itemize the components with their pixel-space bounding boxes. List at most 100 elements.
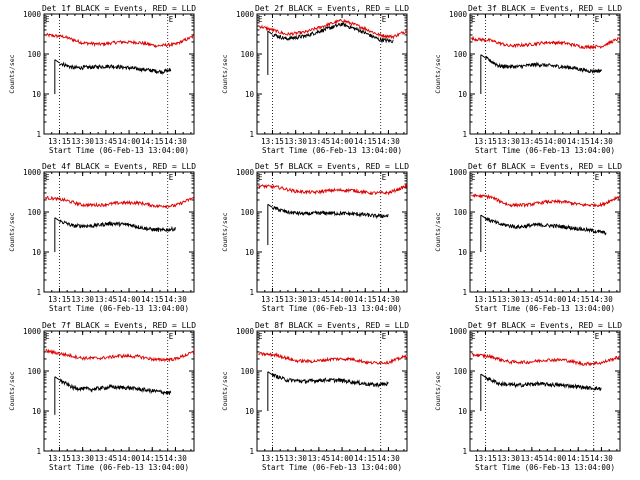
events-series-line [272, 206, 389, 220]
x-tick-label: 14:30 [164, 137, 187, 146]
y-tick-label: 100 [240, 50, 254, 59]
y-axis-label: Counts/sec [8, 54, 16, 93]
x-tick-label: 14:15 [354, 295, 377, 304]
y-axis-label: Counts/sec [434, 371, 442, 410]
y-tick-label: 100 [27, 208, 41, 217]
panel-title: Det 9f BLACK = Events, RED = LLD [468, 321, 622, 330]
x-tick-label: 14:00 [331, 137, 354, 146]
x-tick-label: 13:15 [474, 295, 497, 304]
x-tick-label: 14:00 [331, 454, 354, 463]
events-series-line [272, 22, 394, 44]
event-marker: E [595, 15, 600, 24]
lld-series-line [45, 348, 195, 363]
y-tick-label: 1000 [23, 10, 42, 19]
panel-4: Det 4f BLACK = Events, RED = LLD 1 10 100 10… [8, 162, 196, 313]
x-tick-label: 14:00 [118, 454, 141, 463]
x-tick-label: 14:00 [544, 137, 567, 146]
y-tick-label: 1000 [23, 327, 42, 336]
event-marker: E [169, 15, 174, 24]
x-tick-label: 14:00 [544, 295, 567, 304]
x-tick-label: 13:15 [48, 295, 71, 304]
x-tick-label: 13:45 [521, 454, 544, 463]
plot-frame [43, 171, 195, 293]
lld-series-line [258, 183, 408, 196]
x-tick-label: 13:15 [261, 137, 284, 146]
event-marker: E [471, 332, 476, 341]
y-axis-label: Counts/sec [221, 371, 229, 410]
event-marker: E [258, 15, 263, 24]
y-tick-label: 100 [453, 50, 467, 59]
y-tick-label: 1000 [449, 10, 468, 19]
y-tick-label: 100 [27, 367, 41, 376]
x-tick-label: 13:45 [521, 137, 544, 146]
events-spike [267, 371, 273, 376]
x-tick-label: 13:30 [497, 137, 520, 146]
x-tick-label: 13:45 [95, 137, 118, 146]
x-axis-label: Start Time (06-Feb-13 13:04:00) [262, 304, 402, 313]
lld-series-line [471, 35, 621, 50]
plot-frame [256, 330, 408, 452]
events-series-line [485, 55, 602, 74]
x-tick-label: 13:30 [284, 137, 307, 146]
x-tick-label: 13:15 [48, 454, 71, 463]
events-series-line [59, 219, 176, 233]
y-tick-label: 10 [458, 407, 468, 416]
y-tick-label: 1000 [23, 168, 42, 177]
y-tick-label: 1 [462, 130, 467, 139]
x-tick-label: 14:15 [354, 137, 377, 146]
events-spike [267, 203, 273, 208]
plot-frame [43, 330, 195, 452]
x-tick-label: 13:45 [521, 295, 544, 304]
x-tick-label: 13:45 [95, 454, 118, 463]
event-marker: E [382, 15, 387, 24]
panel-title: Det 5f BLACK = Events, RED = LLD [255, 162, 409, 171]
events-spike [480, 54, 486, 59]
y-axis-label: Counts/sec [8, 212, 16, 251]
x-tick-label: 13:30 [284, 454, 307, 463]
y-tick-label: 1 [462, 447, 467, 456]
y-tick-label: 100 [453, 208, 467, 217]
y-axis-label: Counts/sec [8, 371, 16, 410]
panel-5: Det 5f BLACK = Events, RED = LLD 1 10 100 10… [221, 162, 409, 313]
events-spike [480, 373, 486, 378]
x-tick-label: 13:45 [308, 454, 331, 463]
x-tick-label: 14:15 [141, 137, 164, 146]
lld-series-line [258, 18, 408, 40]
x-tick-label: 13:45 [308, 295, 331, 304]
panel-9: Det 9f BLACK = Events, RED = LLD 1 10 100 10… [434, 321, 622, 472]
events-series-line [485, 375, 602, 392]
x-axis-label: Start Time (06-Feb-13 13:04:00) [49, 304, 189, 313]
y-tick-label: 1 [462, 288, 467, 297]
x-tick-label: 13:30 [497, 295, 520, 304]
y-tick-label: 1 [249, 288, 254, 297]
y-tick-label: 1000 [236, 327, 255, 336]
x-axis-label: Start Time (06-Feb-13 13:04:00) [49, 146, 189, 155]
panel-8: Det 8f BLACK = Events, RED = LLD 1 10 100 10… [221, 321, 409, 472]
panel-2: Det 2f BLACK = Events, RED = LLD 1 10 100 10… [221, 4, 409, 155]
y-tick-label: 10 [458, 90, 468, 99]
x-tick-label: 14:30 [377, 137, 400, 146]
plot-frame [469, 330, 621, 452]
y-tick-label: 1000 [449, 327, 468, 336]
x-tick-label: 13:15 [48, 137, 71, 146]
y-tick-label: 1000 [236, 10, 255, 19]
event-marker: E [45, 173, 50, 182]
panel-7: Det 7f BLACK = Events, RED = LLD 1 10 100 10… [8, 321, 196, 472]
y-tick-label: 10 [32, 90, 42, 99]
x-tick-label: 14:30 [377, 295, 400, 304]
event-marker: E [169, 173, 174, 182]
x-tick-label: 13:30 [71, 454, 94, 463]
x-tick-label: 14:15 [567, 137, 590, 146]
event-marker: E [258, 173, 263, 182]
panel-title: Det 1f BLACK = Events, RED = LLD [42, 4, 196, 13]
x-axis-label: Start Time (06-Feb-13 13:04:00) [262, 146, 402, 155]
y-tick-label: 10 [458, 248, 468, 257]
x-tick-label: 14:15 [567, 454, 590, 463]
event-marker: E [45, 332, 50, 341]
x-tick-label: 14:00 [118, 295, 141, 304]
y-tick-label: 10 [245, 248, 255, 257]
x-tick-label: 13:15 [261, 454, 284, 463]
events-series-line [59, 378, 172, 396]
y-tick-label: 10 [32, 248, 42, 257]
y-tick-label: 1 [36, 288, 41, 297]
